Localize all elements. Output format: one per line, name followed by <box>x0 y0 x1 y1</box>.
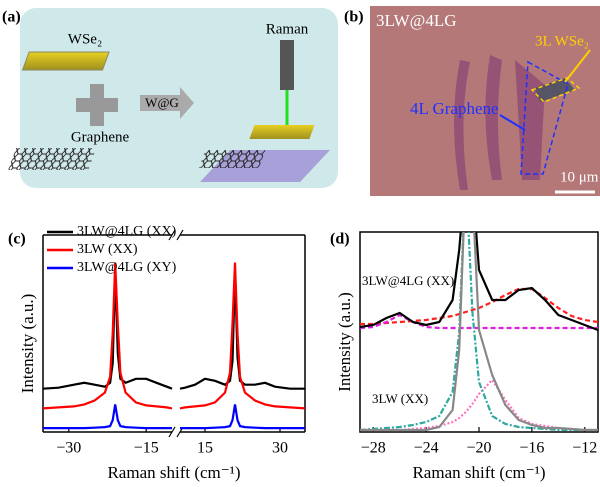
annotation: 3LW (XX) <box>372 391 428 406</box>
text-graphene: 4L Graphene <box>410 99 499 118</box>
series-line <box>180 263 305 409</box>
wse2-flake <box>23 52 110 70</box>
panel-label: (b) <box>344 9 364 26</box>
legend-label: 3LW@4LG (XX) <box>77 224 177 239</box>
x-axis-label: Raman shift (cm⁻¹) <box>107 463 240 482</box>
x-tick-label: −12 <box>572 440 597 457</box>
figure: (a) WSe₂ Graphene W@G Raman (b) 3LW@4LG … <box>0 0 600 487</box>
x-tick-label: 15 <box>197 440 213 457</box>
panel-label: (d) <box>330 231 350 248</box>
wse2-on-sub <box>249 125 314 139</box>
text-scale: 10 μm <box>560 169 599 185</box>
x-tick-label: 30 <box>272 440 288 457</box>
graphene-on-sub <box>199 150 266 168</box>
laser-head <box>280 40 294 90</box>
series-line <box>43 271 172 389</box>
legend-label: 3LW@4LG (XY) <box>77 260 177 275</box>
annotation: 3LW@4LG (XX) <box>362 273 454 288</box>
x-tick-label: −30 <box>56 440 81 457</box>
x-tick-label: −20 <box>466 440 491 457</box>
axis-frame <box>180 235 305 432</box>
text-graphene: Graphene <box>71 129 130 145</box>
x-axis-label: Raman shift (cm⁻¹) <box>412 463 545 482</box>
series-line <box>180 271 305 389</box>
y-axis-label: Intensity (a.u.) <box>335 292 354 392</box>
y-axis-label: Intensity (a.u.) <box>18 294 37 394</box>
text-wag: W@G <box>145 95 179 110</box>
text-sample: 3LW@4LG <box>376 11 456 30</box>
x-tick-label: −28 <box>361 440 386 457</box>
text-wse2: WSe₂ <box>68 31 102 47</box>
text-raman: Raman <box>266 21 309 37</box>
x-tick-label: −15 <box>134 440 159 457</box>
panel-label: (c) <box>8 231 26 248</box>
panel-label: (a) <box>2 9 21 26</box>
text-wse2: 3L WSe₂ <box>535 33 589 49</box>
legend-label: 3LW (XX) <box>77 242 138 257</box>
x-tick-label: −24 <box>414 440 439 457</box>
x-tick-label: −16 <box>519 440 544 457</box>
graphene-sheet <box>8 148 96 170</box>
